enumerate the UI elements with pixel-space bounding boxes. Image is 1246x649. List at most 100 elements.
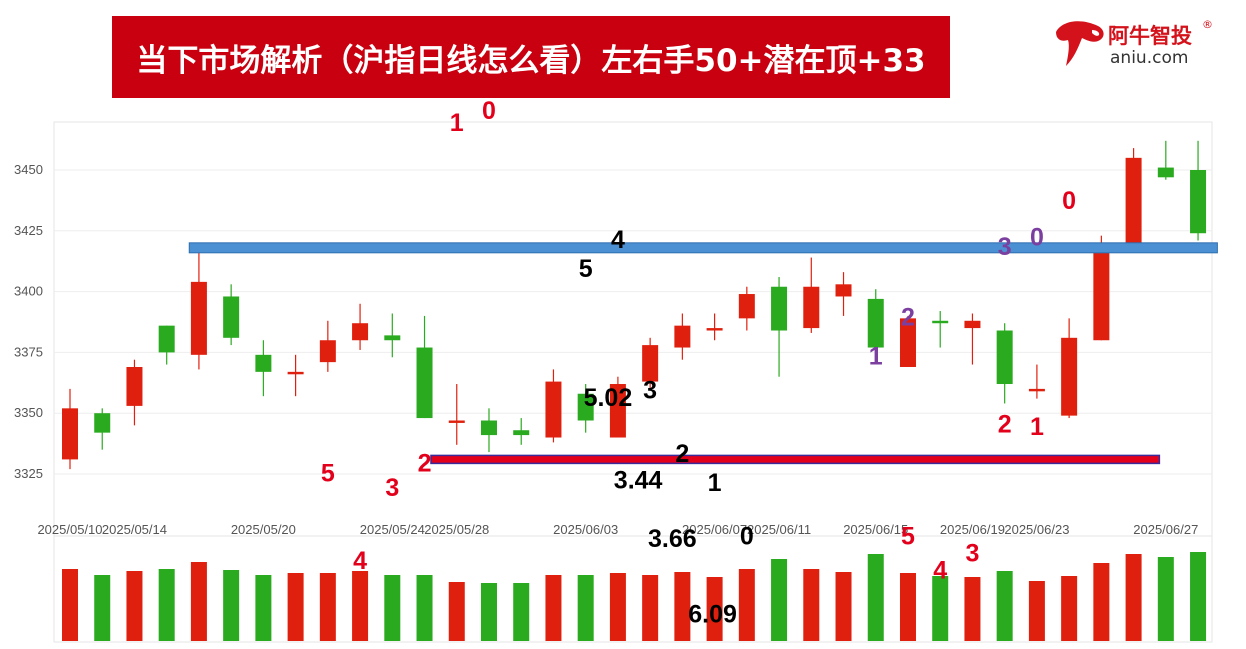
count-label: 3.44 — [614, 467, 663, 495]
volume-bar — [1061, 576, 1078, 641]
candle-body — [545, 381, 562, 438]
candle-body — [1190, 170, 1207, 234]
volume-bar — [932, 576, 949, 641]
count-label: 0 — [740, 523, 754, 551]
volume-bar — [996, 571, 1013, 641]
count-label: 0 — [1062, 187, 1076, 215]
candle-body — [126, 366, 143, 406]
x-tick-label: 2025/05/10 — [37, 522, 102, 537]
candle-body — [384, 335, 401, 341]
candle-body — [867, 298, 884, 348]
candle-body — [94, 413, 111, 433]
count-label: 2 — [901, 304, 915, 332]
count-label: 4 — [611, 226, 625, 254]
candle-body — [416, 347, 433, 419]
volume-bar — [513, 583, 530, 641]
x-tick-label: 2025/05/14 — [102, 522, 167, 537]
volume-bar — [1028, 581, 1045, 641]
volume-bar — [609, 573, 626, 641]
y-axis-tick-labels: 3325 3350 3375 3400 3425 3450 — [14, 162, 43, 481]
candle-body — [190, 281, 207, 355]
candle-body — [319, 340, 336, 363]
volume-bar — [158, 569, 175, 641]
volume-bar — [1093, 563, 1110, 641]
candle-body — [513, 430, 530, 436]
count-label: 3.66 — [648, 525, 697, 553]
count-label: 1 — [450, 109, 464, 137]
x-tick-label: 2025/06/27 — [1133, 522, 1198, 537]
grid-lines — [54, 169, 1212, 537]
volume-bar — [223, 570, 240, 641]
x-axis-tick-labels: 2025/05/10 2025/05/14 2025/05/20 2025/05/24… — [37, 522, 1198, 537]
count-label: 0 — [1030, 223, 1044, 251]
brand-logo: 阿牛智投 ® aniu.com — [1052, 18, 1222, 78]
volume-bars — [62, 552, 1207, 641]
volume-bar — [964, 577, 981, 641]
candle-body — [996, 330, 1013, 385]
volume-bar — [674, 572, 691, 641]
candle-body — [835, 284, 852, 297]
count-label: 2 — [675, 440, 689, 468]
x-tick-label: 2025/06/03 — [553, 522, 618, 537]
volume-bar — [545, 575, 562, 641]
count-label: 1 — [708, 469, 722, 497]
y-tick-label: 3325 — [14, 466, 43, 481]
candle-body — [771, 286, 788, 331]
count-label: 1 — [869, 343, 883, 371]
y-tick-label: 3425 — [14, 223, 43, 238]
candle-body — [803, 286, 820, 329]
y-tick-label: 3450 — [14, 162, 43, 177]
page-title: 当下市场解析（沪指日线怎么看）左右手50+潜在顶+33 — [136, 42, 926, 79]
candle-body — [1028, 388, 1045, 392]
x-tick-label: 2025/06/11 — [747, 522, 811, 537]
chart-frame — [53, 121, 1213, 643]
title-banner: 当下市场解析（沪指日线怎么看）左右手50+潜在顶+33 — [112, 16, 950, 98]
volume-bar — [835, 572, 852, 641]
logo-domain-text: aniu.com — [1110, 48, 1189, 68]
count-label: 1 — [1030, 413, 1044, 441]
x-tick-label: 2025/06/19 — [940, 522, 1005, 537]
candle-body — [480, 420, 497, 436]
x-tick-label: 2025/06/15 — [843, 522, 908, 537]
candle-body — [706, 328, 723, 331]
support-line — [430, 454, 1161, 465]
volume-bar — [287, 573, 304, 641]
volume-bar — [771, 559, 788, 641]
candle-body — [738, 294, 755, 319]
y-tick-label: 3400 — [14, 284, 43, 299]
volume-bar — [416, 575, 433, 641]
volume-bar — [94, 575, 111, 641]
volume-bar — [1190, 552, 1207, 641]
registered-mark: ® — [1202, 18, 1213, 31]
count-label: 4 — [933, 557, 947, 585]
volume-bar — [448, 582, 465, 641]
candle-body — [577, 393, 594, 421]
volume-bar — [899, 573, 916, 641]
candle-body — [1061, 337, 1078, 416]
count-label: 3 — [385, 474, 399, 502]
volume-bar — [642, 575, 659, 641]
candle-body — [642, 345, 659, 382]
volume-bar — [1157, 557, 1174, 641]
candle-body — [674, 325, 691, 348]
y-tick-label: 3350 — [14, 405, 43, 420]
x-tick-label: 2025/06/23 — [1004, 522, 1069, 537]
volume-bar — [255, 575, 272, 641]
count-label: 5 — [901, 523, 915, 551]
bull-logo-icon — [1056, 21, 1104, 66]
candle-body — [609, 384, 626, 438]
candle-body — [964, 320, 981, 329]
volume-bar — [384, 575, 401, 641]
volume-bar — [738, 569, 755, 641]
resistance-line — [188, 242, 1218, 254]
candle-body — [932, 320, 949, 324]
volume-bar — [62, 569, 78, 641]
candle-body — [255, 354, 272, 372]
candle-body — [223, 296, 240, 338]
count-label: 4 — [353, 547, 367, 575]
count-label: 6.09 — [688, 600, 737, 628]
candle-body — [62, 408, 78, 460]
trend-lines — [188, 242, 1218, 465]
candle-body — [352, 323, 369, 341]
